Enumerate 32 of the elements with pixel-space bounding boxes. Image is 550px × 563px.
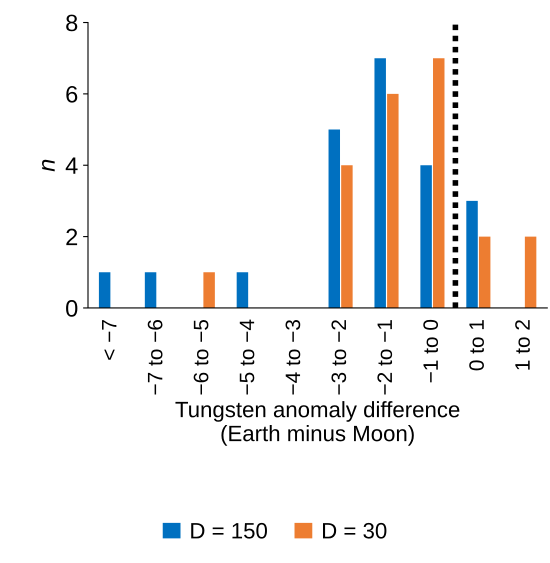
legend-label: D = 30 <box>323 522 386 539</box>
bar <box>144 272 156 308</box>
y-tick-label: 2 <box>66 228 78 246</box>
bar <box>98 272 110 308</box>
y-tick-label: 6 <box>66 86 78 103</box>
bar <box>341 165 353 308</box>
x-tick-label: −7 to −6 <box>148 320 162 394</box>
bar <box>387 94 399 308</box>
x-tick-label: 1 to 2 <box>515 320 530 370</box>
y-tick-label: 4 <box>66 158 78 174</box>
bar <box>478 236 490 308</box>
x-tick-label: −6 to −5 <box>194 320 208 394</box>
y-axis-title: n <box>42 160 55 172</box>
x-tick-label: −4 to −3 <box>286 320 300 394</box>
bar <box>466 200 478 308</box>
x-axis-title: Tungsten anomaly difference (Earth minus Moon) <box>175 401 460 446</box>
bar <box>433 58 444 308</box>
bar <box>524 236 536 308</box>
x-tick-label: −5 to −4 <box>240 320 254 394</box>
bar <box>236 272 248 308</box>
bar <box>203 272 215 308</box>
x-tick-label: −2 to −1 <box>377 320 392 394</box>
y-tick-label: 0 <box>66 300 78 317</box>
bar <box>328 130 340 308</box>
y-tick-label: 8 <box>66 14 78 32</box>
x-tick-label: −3 to −2 <box>331 320 346 394</box>
x-tick-label: 0 to 1 <box>469 320 484 370</box>
bar <box>420 165 432 308</box>
bar <box>374 58 386 308</box>
x-tick-label: < −7 <box>102 320 116 360</box>
x-tick-label: −1 to 0 <box>423 320 438 382</box>
legend-label: D = 150 <box>191 522 267 539</box>
